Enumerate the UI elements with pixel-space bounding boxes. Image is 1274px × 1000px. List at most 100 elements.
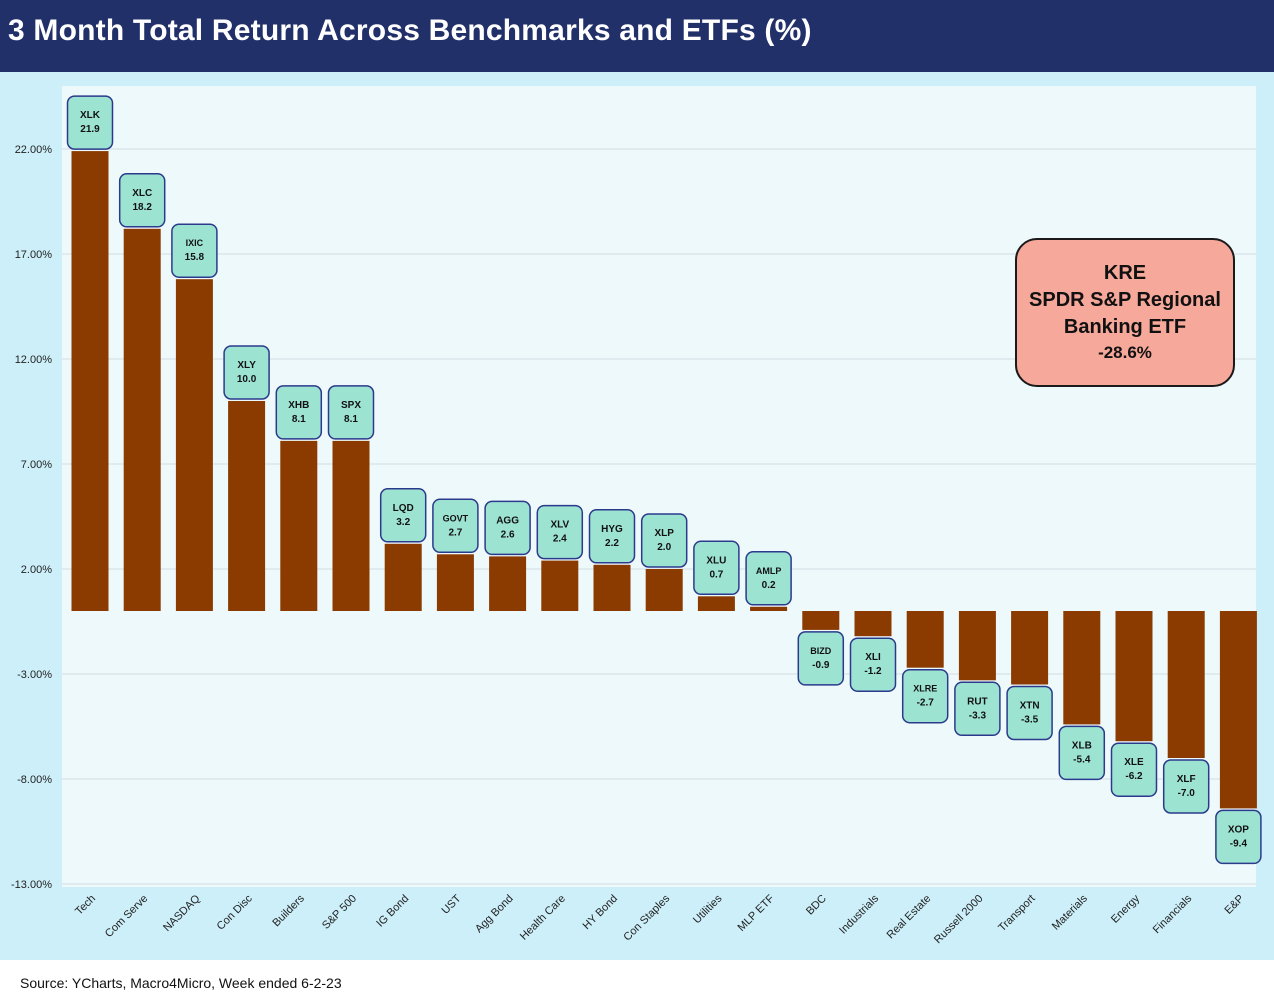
value-label: 0.7 [709, 569, 723, 580]
callout-ticker: KRE [1103, 262, 1147, 284]
bar [906, 611, 944, 668]
y-tick-label: -3.00% [17, 669, 52, 681]
bar [541, 560, 579, 611]
callout-value: -28.6% [1098, 343, 1152, 362]
category-label: HY Bond [581, 893, 620, 932]
ticker-label: XLF [1177, 774, 1196, 785]
value-label: 2.0 [657, 542, 671, 553]
category-label: Agg Bond [473, 893, 516, 936]
value-label: -0.9 [812, 660, 830, 671]
data-label-box [745, 551, 792, 606]
category-label: UST [439, 892, 463, 916]
data-label-box [118, 173, 166, 228]
data-label-box [275, 385, 323, 440]
ticker-label: XLC [132, 188, 152, 199]
category-label: Materials [1050, 892, 1090, 932]
bar [593, 564, 631, 611]
category-label: Industrials [837, 892, 881, 936]
data-label-box [484, 500, 531, 556]
ticker-label: AGG [496, 515, 519, 526]
data-label-box [1006, 685, 1053, 741]
category-label: MLP ETF [736, 892, 777, 933]
category-label: Energy [1109, 892, 1142, 925]
data-label-box [66, 95, 114, 150]
category-label: Tech [73, 893, 98, 918]
title-bar: 3 Month Total Return Across Benchmarks a… [0, 0, 1274, 72]
kre-callout-box: KRE SPDR S&P Regional Banking ETF -28.6% [1015, 238, 1235, 387]
data-label-box [1162, 759, 1210, 814]
y-tick-label: 17.00% [15, 249, 53, 261]
data-label-box [327, 385, 375, 440]
ticker-label: GOVT [443, 513, 469, 523]
ticker-label: SPX [341, 400, 361, 411]
value-label: -6.2 [1125, 771, 1143, 782]
data-label-box [797, 631, 845, 686]
bar [436, 554, 474, 611]
value-label: 2.7 [448, 527, 462, 538]
bar [750, 606, 788, 611]
y-tick-label: 12.00% [15, 354, 53, 366]
data-label-box [536, 504, 584, 560]
ticker-label: XLY [237, 360, 256, 371]
data-label-box [849, 637, 897, 692]
bar [1011, 611, 1049, 685]
category-label: IG Bond [374, 893, 411, 930]
ticker-label: AMLP [756, 566, 782, 576]
bar [854, 611, 892, 637]
category-label: S&P 500 [320, 893, 359, 932]
data-label-box [223, 345, 270, 400]
category-label: Real Estate [885, 893, 934, 942]
y-tick-label: -13.00% [11, 879, 52, 891]
data-label-box [1110, 742, 1158, 797]
data-label-box [171, 223, 218, 278]
category-label: Con Disc [215, 892, 255, 932]
value-label: -9.4 [1230, 838, 1248, 849]
value-label: -2.7 [917, 698, 935, 709]
category-label: Con Staples [621, 892, 672, 943]
value-label: 10.0 [237, 374, 257, 385]
ticker-label: BIZD [810, 646, 831, 656]
value-label: 2.6 [501, 529, 515, 540]
source-note: Source: YCharts, Macro4Micro, Week ended… [20, 975, 342, 991]
footer: Source: YCharts, Macro4Micro, Week ended… [0, 960, 1274, 1000]
bar [332, 440, 370, 611]
ticker-label: XHB [288, 400, 309, 411]
value-label: 2.2 [605, 538, 619, 549]
bar [123, 228, 161, 612]
value-label: 18.2 [132, 202, 152, 213]
ticker-label: HYG [601, 524, 623, 535]
value-label: 8.1 [292, 414, 306, 425]
ticker-label: XOP [1228, 824, 1249, 835]
y-tick-label: -8.00% [17, 774, 52, 786]
bar [175, 279, 213, 611]
ticker-label: RUT [967, 696, 988, 707]
value-label: -5.4 [1073, 754, 1091, 765]
value-label: 2.4 [553, 534, 567, 545]
bar [958, 611, 996, 681]
value-label: 3.2 [396, 517, 410, 528]
value-label: -1.2 [864, 666, 882, 677]
bar [1219, 611, 1257, 809]
y-tick-label: 22.00% [15, 144, 53, 156]
y-tick-label: 2.00% [21, 564, 52, 576]
ticker-label: XLE [1124, 757, 1144, 768]
ticker-label: XLRE [913, 684, 937, 694]
value-label: 21.9 [80, 124, 100, 135]
category-label: NASDAQ [161, 892, 203, 934]
category-label: Financials [1151, 892, 1195, 936]
category-label: Utilities [691, 892, 725, 926]
category-label: BDC [804, 893, 829, 918]
value-label: -3.3 [969, 710, 987, 721]
data-label-box [954, 681, 1001, 737]
bar [384, 543, 422, 611]
data-label-box [693, 540, 740, 596]
data-label-box [379, 488, 427, 543]
category-label: Transport [996, 893, 1037, 934]
data-label-box [640, 513, 688, 568]
ticker-label: XLK [80, 110, 101, 121]
ticker-label: XLV [550, 520, 569, 531]
ticker-label: IXIC [186, 238, 204, 248]
chart-area: 22.00% 17.00% 12.00% 7.00% 2.00% -3.00% -8.00%… [0, 72, 1274, 960]
bar [1115, 611, 1153, 742]
value-label: 0.2 [762, 580, 776, 591]
